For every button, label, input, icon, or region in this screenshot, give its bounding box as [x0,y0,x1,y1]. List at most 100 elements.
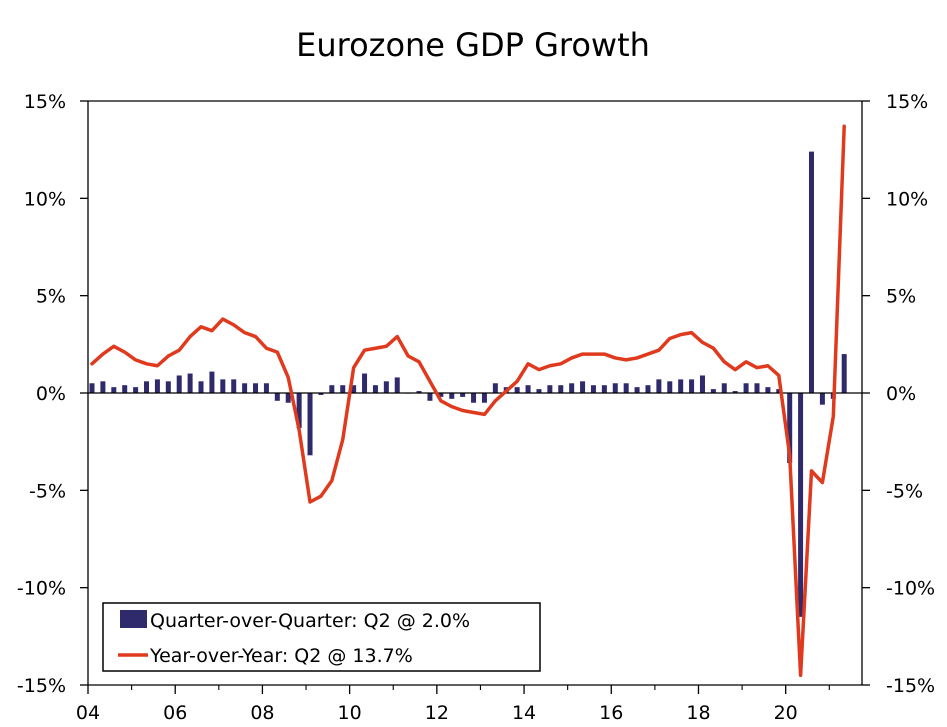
qoq-bar [808,151,814,393]
qoq-bar [841,354,847,393]
qoq-bar [394,377,400,393]
qoq-bar [481,393,487,403]
qoq-bar [133,387,139,393]
qoq-bar [645,385,651,393]
qoq-bar [111,387,117,393]
y-tick-label-right: -10% [886,578,935,600]
qoq-bar [383,381,389,393]
qoq-bars [89,151,847,617]
qoq-bar [525,385,531,393]
qoq-bar [122,385,128,393]
y-tick-label-left: -5% [29,480,66,502]
qoq-bar [89,383,95,393]
y-tick-label-left: -10% [17,578,66,600]
axes: 15% 15% 10% 10% 5% 5% 0% 0% -5% -5% -10% -10% -15% -1… [17,91,935,724]
qoq-bar [656,379,662,393]
y-tick-label-left: -15% [17,675,66,697]
qoq-bar [176,375,182,393]
x-tick-label: 14 [512,702,536,724]
y-tick-label-left: 10% [24,188,66,210]
qoq-bar [263,383,269,393]
legend-box [102,602,541,672]
qoq-bar [274,393,280,401]
y-tick-label-right: -5% [886,480,923,502]
qoq-bar [634,387,640,393]
x-tick-label: 20 [774,702,798,724]
qoq-bar [667,381,673,393]
y-tick-label-left: 0% [36,383,66,405]
legend-swatch-qoq [120,610,147,628]
chart-title: Eurozone GDP Growth [296,26,650,64]
qoq-bar [765,387,771,393]
y-tick-label-right: 10% [886,188,928,210]
qoq-bar [340,385,346,393]
qoq-bar [536,389,542,393]
y-tick-label-right: 0% [886,383,916,405]
qoq-bar [547,385,553,393]
qoq-bar [285,393,291,403]
qoq-bar [165,381,171,393]
x-tick-label: 04 [76,702,100,724]
qoq-bar [580,381,586,393]
y-tick-label-right: -15% [886,675,935,697]
qoq-bar [623,383,629,393]
qoq-bar [732,391,738,393]
qoq-bar [318,393,324,395]
qoq-bar [689,379,695,393]
qoq-bar [569,383,575,393]
qoq-bar [710,389,716,393]
qoq-bar [209,371,215,393]
x-tick-label: 18 [686,702,710,724]
qoq-bar [776,389,782,393]
qoq-bar [329,385,335,393]
qoq-bar [427,393,433,401]
y-tick-label-right: 15% [886,91,928,113]
legend-label-qoq: Quarter-over-Quarter: Q2 @ 2.0% [150,610,470,632]
qoq-bar [362,373,368,393]
y-tick-label-left: 5% [36,286,66,308]
qoq-bar [253,383,259,393]
qoq-bar [699,375,705,393]
qoq-bar [514,387,520,393]
qoq-bar [187,373,193,393]
yoy-line-group [90,124,846,678]
y-tick-label-right: 5% [886,286,916,308]
yoy-line [90,124,846,678]
x-tick-label: 08 [250,702,274,724]
qoq-bar [154,379,160,393]
qoq-bar [819,393,825,405]
qoq-bar [601,385,607,393]
qoq-bar [590,385,596,393]
qoq-bar [460,393,466,397]
qoq-bar [296,393,302,429]
qoq-bar [242,383,248,393]
qoq-bar [798,393,804,617]
qoq-bar [307,393,313,456]
qoq-bar [612,383,618,393]
qoq-bar [144,381,150,393]
qoq-bar [372,385,378,393]
qoq-bar [558,385,564,393]
qoq-bar [449,393,455,399]
qoq-bar [678,379,684,393]
qoq-bar [743,383,749,393]
legend: Quarter-over-Quarter: Q2 @ 2.0% Year-ove… [102,602,541,672]
qoq-bar [100,381,106,393]
legend-label-yoy: Year-over-Year: Q2 @ 13.7% [149,645,413,667]
y-tick-label-left: 15% [24,91,66,113]
qoq-bar [471,393,477,403]
x-tick-label: 10 [338,702,362,724]
qoq-bar [754,383,760,393]
qoq-bar [351,385,357,393]
qoq-bar [231,379,237,393]
qoq-bar [416,391,422,393]
qoq-bar [220,379,226,393]
qoq-bar [438,393,444,397]
x-tick-label: 12 [425,702,449,724]
x-tick-label: 16 [599,702,623,724]
qoq-bar [198,381,204,393]
qoq-bar [492,383,498,393]
x-tick-label: 06 [163,702,187,724]
qoq-bar [721,383,727,393]
